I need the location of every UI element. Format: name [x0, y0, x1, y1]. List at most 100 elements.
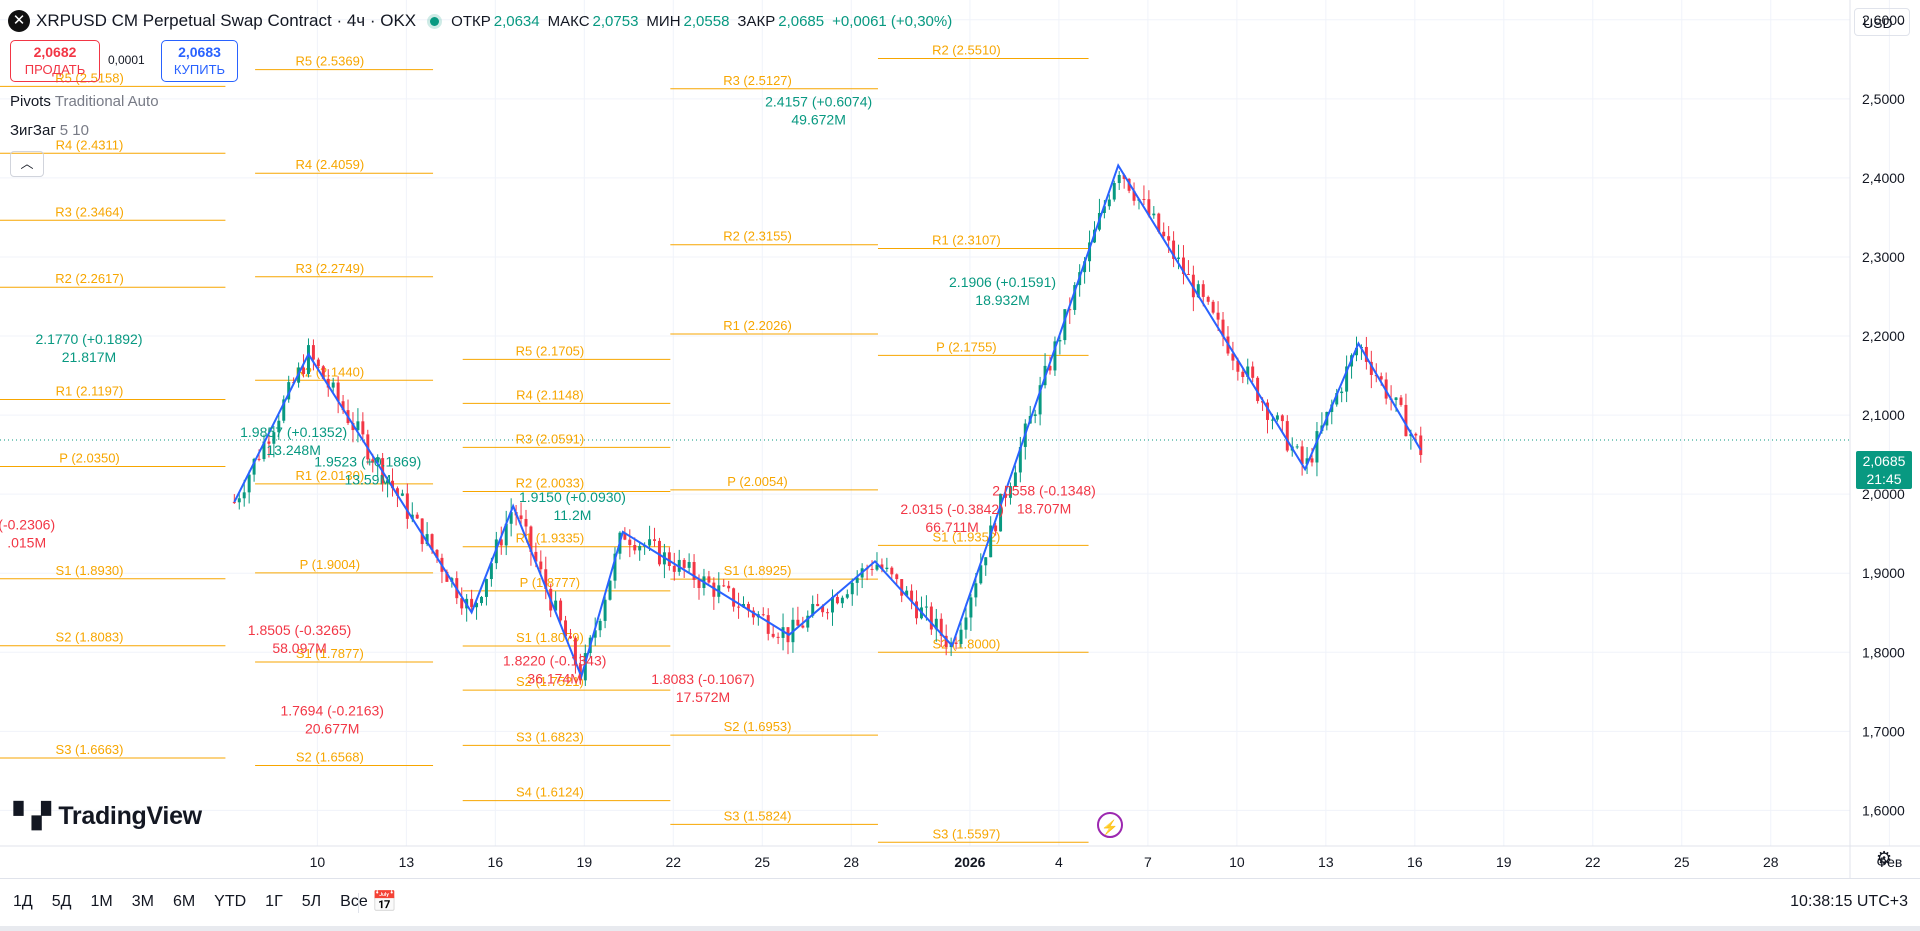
pivot-label: R5 (2.1705) — [516, 343, 585, 358]
candle-body — [258, 459, 261, 460]
last-price: 2,0685 — [1856, 452, 1912, 470]
pivot-label: R4 (2.4311) — [56, 137, 124, 152]
candle-body — [851, 583, 854, 594]
candles — [233, 171, 1422, 686]
candle-body — [1058, 340, 1061, 341]
candle-body — [1217, 313, 1220, 320]
pivot-label: R3 (2.0591) — [516, 431, 585, 446]
buy-button[interactable]: 2,0683 КУПИТЬ — [161, 40, 238, 82]
spread-value: 0,0001 — [108, 53, 145, 67]
change-value: +0,0061 (+0,30%) — [832, 13, 952, 30]
candle-body — [604, 600, 607, 621]
pivot-label: R2 (2.2617) — [55, 271, 124, 286]
zigzag-label-price: 2.1770 (+0.1892) — [35, 331, 142, 347]
candle-body — [737, 607, 740, 608]
zigzag-label-volume: 13.248M — [266, 442, 320, 458]
candle-body — [900, 579, 903, 596]
candle-body — [658, 541, 661, 564]
range-1y[interactable]: 1Г — [262, 891, 286, 913]
candle-body — [317, 360, 320, 367]
candle-body — [673, 566, 676, 572]
last-price-badge: 2,0685 21:45 — [1856, 451, 1912, 489]
calendar-icon[interactable]: 📅 — [372, 889, 397, 914]
pivot-label: R3 (2.3464) — [55, 204, 124, 219]
price-tick: 1,8000 — [1862, 644, 1905, 660]
lightning-icon[interactable]: ⚡ — [1097, 812, 1123, 838]
time-tick: 4 — [1055, 854, 1063, 870]
pivot-label: P (2.0054) — [727, 474, 787, 489]
time-tick: 25 — [754, 854, 770, 870]
range-6m[interactable]: 6М — [170, 891, 198, 913]
high-value: 2,0753 — [593, 13, 639, 30]
range-3m[interactable]: 3М — [129, 891, 157, 913]
candle-body — [955, 643, 958, 644]
candle-body — [1281, 415, 1284, 421]
range-5d[interactable]: 5Д — [49, 891, 75, 913]
candle-body — [895, 574, 898, 579]
collapse-indicators-button[interactable]: ︿ — [10, 151, 44, 177]
candle-body — [727, 586, 730, 588]
candle-body — [1113, 183, 1116, 200]
pivot-label: R3 (2.5127) — [723, 73, 792, 88]
candle-body — [401, 493, 404, 495]
candle-body — [994, 525, 997, 531]
candle-body — [302, 367, 305, 374]
range-1m[interactable]: 1М — [87, 891, 115, 913]
indicator-name: ЗигЗаг — [10, 122, 56, 139]
pivot-label: R2 (2.5510) — [932, 43, 1001, 58]
range-ytd[interactable]: YTD — [211, 891, 249, 913]
zigzag-label-price: (-0.2306) — [0, 517, 55, 533]
candle-body — [964, 617, 967, 629]
candle-body — [846, 594, 849, 597]
time-tick: 28 — [843, 854, 859, 870]
time-tick: 22 — [1585, 854, 1601, 870]
zigzag-label-price: 1.8505 (-0.3265) — [248, 622, 352, 638]
symbol-title[interactable]: XRPUSD CM Perpetual Swap Contract · 4ч ·… — [36, 11, 416, 31]
pivot-label: R1 (2.1197) — [56, 384, 124, 399]
candle-body — [841, 598, 844, 604]
sell-price: 2,0682 — [34, 44, 77, 61]
range-5y[interactable]: 5Л — [299, 891, 324, 913]
indicator-params: Traditional Auto — [55, 93, 159, 110]
price-axis: 1,60001,70001,80001,90002,00002,10002,20… — [1862, 12, 1905, 819]
zigzag-label-volume: 11.2M — [554, 507, 592, 523]
zigzag-label-volume: 66.711M — [925, 519, 978, 535]
zigzag-label-volume: 13.59M — [344, 471, 391, 487]
zigzag-label-price: 1.8220 (-0.1343) — [503, 653, 607, 669]
candle-body — [1108, 200, 1111, 207]
currency-select[interactable]: USD ⌄ — [1854, 8, 1910, 36]
candle-body — [688, 562, 691, 568]
candle-body — [1395, 398, 1398, 400]
zigzag-label-volume: 36.174M — [527, 671, 581, 687]
range-1d[interactable]: 1Д — [10, 891, 36, 913]
range-all[interactable]: Все — [337, 891, 371, 913]
candle-body — [1400, 398, 1403, 405]
clock-readout[interactable]: 10:38:15 UTC+3 — [1790, 893, 1908, 911]
candle-body — [683, 560, 686, 568]
candle-body — [361, 421, 364, 434]
candle-body — [1276, 415, 1279, 419]
zigzag-label-price: 1.9857 (+0.1352) — [240, 424, 347, 440]
candle-body — [653, 539, 656, 541]
candle-body — [599, 621, 602, 630]
time-tick: 28 — [1763, 854, 1779, 870]
zigzag-line — [234, 165, 1421, 676]
price-chart[interactable]: R5 (2.5158)R4 (2.4311)R3 (2.3464)R2 (2.2… — [0, 0, 1920, 878]
time-tick: 22 — [666, 854, 682, 870]
settings-gear-icon[interactable]: ⚙ — [1876, 848, 1892, 869]
pivot-label: S3 (1.6823) — [516, 729, 584, 744]
pivot-label: P (1.9004) — [300, 557, 360, 572]
sell-button[interactable]: 2,0682 ПРОДАТЬ — [10, 40, 100, 82]
divider — [358, 893, 359, 913]
candle-body — [722, 585, 725, 586]
zigzag-label-volume: 21.817M — [62, 349, 116, 365]
tradingview-logo[interactable]: ▘▞TradingView — [14, 802, 202, 831]
candle-body — [1177, 258, 1180, 259]
candle-body — [1241, 372, 1244, 377]
candle-body — [1286, 421, 1289, 450]
close-label: ЗАКР — [737, 13, 775, 30]
range-buttons: 1Д 5Д 1М 3М 6М YTD 1Г 5Л Все — [10, 891, 384, 913]
time-tick: 19 — [1496, 854, 1512, 870]
